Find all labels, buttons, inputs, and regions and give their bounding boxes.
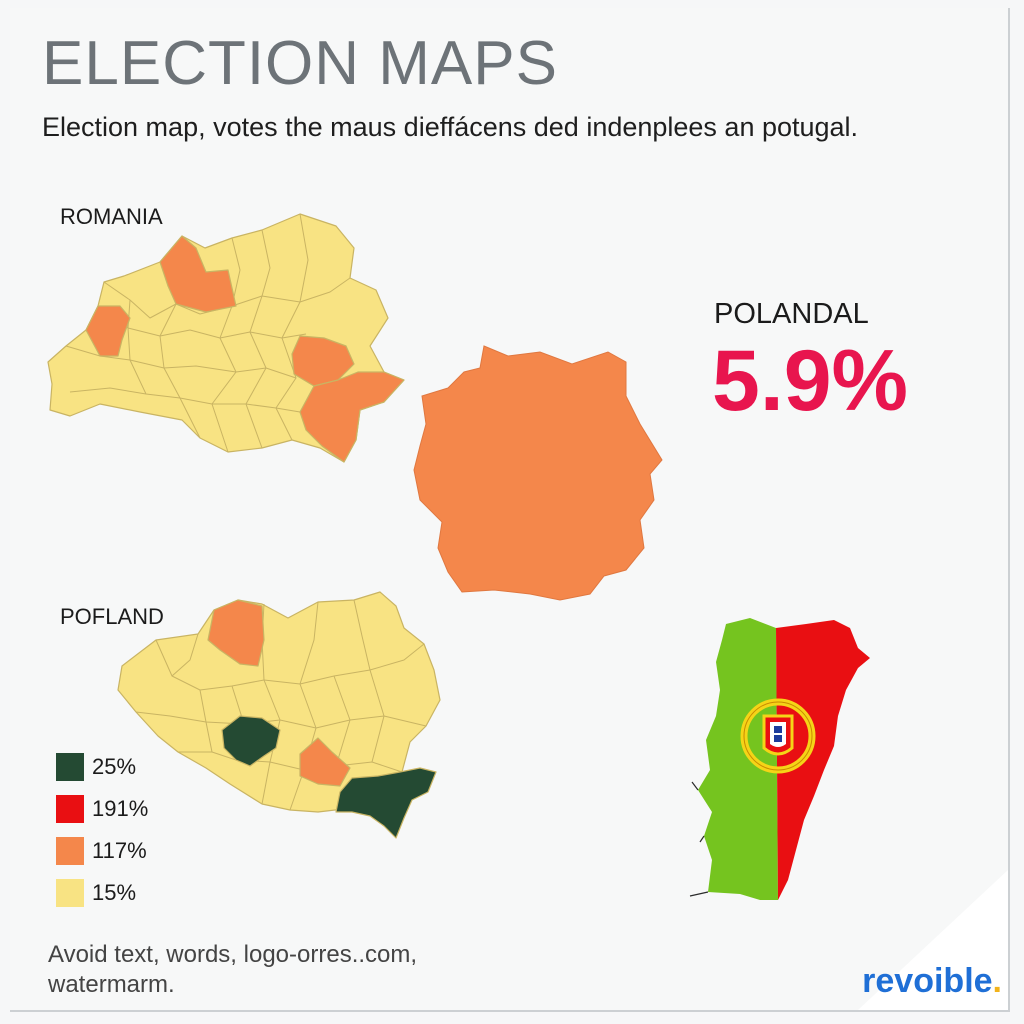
legend-item: 25% xyxy=(56,752,136,782)
legend-swatch-dark-green xyxy=(56,753,84,781)
map-pofland xyxy=(117,591,441,839)
portugal-outline-shadow xyxy=(689,781,709,897)
legend-label: 117% xyxy=(92,838,147,863)
footnote-line-2: watermarm. xyxy=(48,971,175,998)
legend-swatch-yellow xyxy=(56,879,84,907)
map-label-romania: ROMANIA xyxy=(60,204,163,229)
footnote-line-1: Avoid text, words, logo-orres..com, xyxy=(48,941,418,968)
stat-label: POLANDAL xyxy=(714,298,869,330)
pofland-county-orange-1 xyxy=(207,599,265,667)
romania-county-orange-1 xyxy=(159,235,237,313)
romania-county-orange-4 xyxy=(299,371,405,463)
brand-name: revoible xyxy=(862,962,993,1000)
pofland-county-green-2 xyxy=(335,767,437,839)
map-portugal xyxy=(689,618,870,900)
pofland-outline xyxy=(117,591,441,813)
brand-logo: revoible. xyxy=(862,962,1002,1001)
footnote: Avoid text, words, logo-orres..com, wate… xyxy=(48,940,508,1000)
romania-county-borders xyxy=(65,213,351,453)
romania-county-orange-2 xyxy=(85,305,131,357)
legend-item: 15% xyxy=(56,878,136,908)
legend-label: 15% xyxy=(92,880,137,905)
legend-label: 25% xyxy=(92,754,137,779)
portugal-green-half xyxy=(698,618,778,900)
legend-swatch-orange xyxy=(56,837,84,865)
pofland-county-green-1 xyxy=(221,715,281,767)
page-title: ELECTION MAPS xyxy=(42,29,558,98)
pofland-county-orange-2 xyxy=(299,737,351,787)
page-subtitle: Election map, votes the maus dieffácens … xyxy=(42,112,859,142)
legend-item: 117% xyxy=(56,836,147,866)
legend-label: 191% xyxy=(92,796,149,821)
brand-dot: . xyxy=(992,962,1002,1000)
map-polandal xyxy=(413,345,663,601)
map-label-pofland: POFLAND xyxy=(60,604,164,629)
stat-value: 5.9% xyxy=(712,333,909,429)
portugal-coat-of-arms xyxy=(740,698,816,774)
romania-county-orange-3 xyxy=(291,335,355,387)
legend-item: 191% xyxy=(56,794,148,824)
map-romania xyxy=(47,213,405,463)
legend-swatch-red xyxy=(56,795,84,823)
portugal-red-half xyxy=(776,620,870,900)
